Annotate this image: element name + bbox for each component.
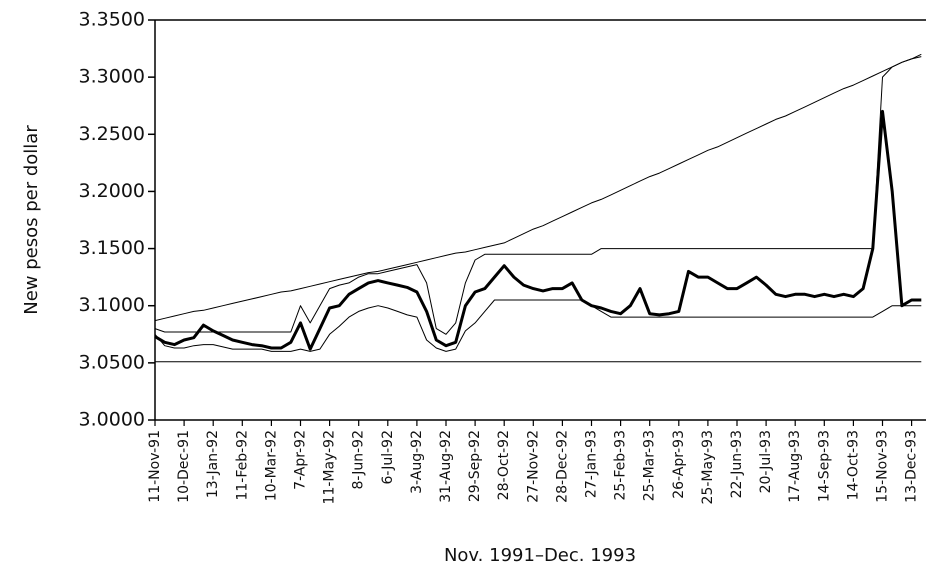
x-tick-label: 13-Jan-92 [205,430,221,498]
y-tick-label: 3.2500 [79,123,145,145]
x-tick-label: 25-Feb-93 [613,430,629,501]
x-axis-label: Nov. 1991–Dec. 1993 [444,545,636,566]
line-series [154,109,922,351]
x-tick-label: 29-Sep-92 [467,430,483,502]
x-tick-label: 8-Jun-92 [351,430,367,489]
x-tick-label: 10-Dec-91 [176,430,192,503]
x-tick-label: 17-Aug-93 [787,430,803,503]
line-series [154,299,922,352]
x-tick-label: 28-Dec-92 [554,430,570,503]
y-tick-label: 3.1000 [79,294,145,316]
x-tick-label: 25-Mar-93 [642,430,658,501]
y-tick-label: 3.3000 [79,66,145,88]
x-tick-label: 11-May-92 [322,430,338,504]
line-series [154,56,922,335]
line-series [154,53,922,322]
x-tick-label: 10-Mar-92 [263,430,279,501]
x-tick-label: 13-Dec-93 [904,430,920,503]
x-tick-label: 31-Aug-92 [438,430,454,503]
x-tick-label: 7-Apr-92 [293,430,309,490]
y-tick-label: 3.0000 [79,409,145,431]
x-tick-label: 11-Feb-92 [234,430,250,501]
x-tick-label: 11-Nov-91 [147,430,163,503]
x-tick-label: 15-Nov-93 [875,430,891,503]
x-tick-label: 22-Jun-93 [729,430,745,498]
y-tick-label: 3.2000 [79,180,145,202]
x-tick-label: 3-Aug-92 [409,430,425,494]
x-tick-label: 25-May-93 [700,430,716,504]
x-tick-label: 14-Oct-93 [845,430,861,500]
y-tick-label: 3.3500 [79,9,145,31]
y-tick-label: 3.1500 [79,237,145,259]
y-tick-label: 3.0500 [79,351,145,373]
x-tick-label: 20-Jul-93 [758,430,774,493]
x-tick-label: 6-Jul-92 [380,430,396,485]
x-tick-label: 27-Nov-92 [525,430,541,503]
y-axis-label: New pesos per dollar [21,125,42,315]
x-tick-label: 28-Oct-92 [496,430,512,500]
x-tick-label: 27-Jan-93 [584,430,600,498]
x-tick-label: 14-Sep-93 [816,430,832,502]
x-tick-label: 26-Apr-93 [671,430,687,499]
